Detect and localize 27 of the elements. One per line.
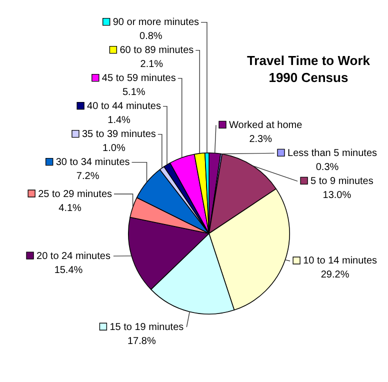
data-label: 17.8%: [127, 336, 156, 347]
legend-label: 30 to 34 minutes: [56, 157, 130, 168]
legend-label: 60 to 89 minutes: [120, 45, 194, 56]
data-label: 1.0%: [102, 143, 126, 154]
legend-label: 35 to 39 minutes: [82, 129, 156, 140]
legend-label: 45 to 59 minutes: [102, 73, 176, 84]
data-label: 4.1%: [58, 202, 82, 214]
legend-label: 90 or more minutes: [112, 17, 200, 28]
text: Travel Time to Work 1990 Census: [246, 52, 370, 86]
legend-label: Worked at home: [229, 120, 303, 131]
data-label: 29.2%: [320, 270, 350, 281]
data-label: 15.4%: [54, 264, 83, 276]
data-label: 1.4%: [108, 115, 131, 126]
legend-label: Less than 5 minutes: [288, 148, 378, 159]
data-label: 5.1%: [122, 87, 146, 98]
legend-label: 25 to 29 minutes: [38, 188, 112, 200]
data-label: 13.0%: [322, 190, 352, 201]
data-label: 2.1%: [140, 59, 164, 70]
legend-label: 5 to 9 minutes: [310, 176, 374, 187]
data-label: 0.3%: [316, 162, 339, 173]
data-label: 2.3%: [249, 134, 272, 145]
legend-label: 10 to 14 minutes: [303, 256, 377, 267]
data-label: 7.2%: [76, 171, 100, 182]
legend-label: 20 to 24 minutes: [36, 250, 110, 262]
legend-label: 40 to 44 minutes: [87, 101, 161, 112]
legend-label: 15 to 19 minutes: [110, 322, 184, 333]
data-label: 0.8%: [140, 31, 162, 42]
